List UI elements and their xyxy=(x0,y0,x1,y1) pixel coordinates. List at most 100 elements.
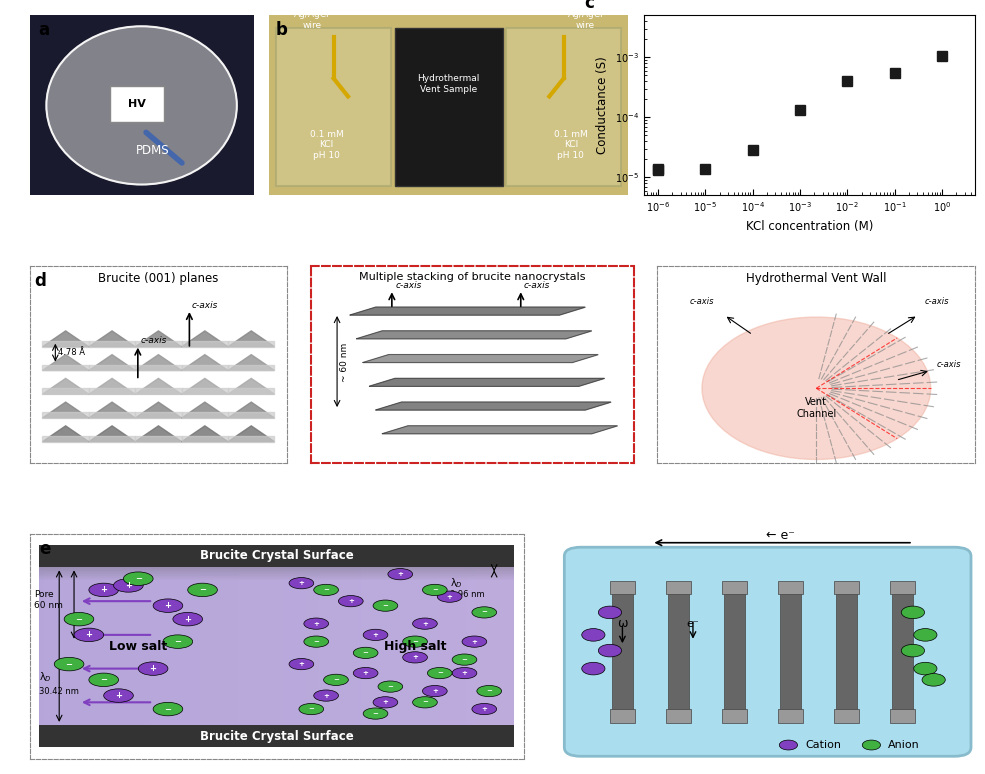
Text: +: + xyxy=(184,615,191,624)
Text: ← e⁻: ← e⁻ xyxy=(765,529,795,543)
Text: Anion: Anion xyxy=(888,740,920,750)
Circle shape xyxy=(89,673,118,687)
Circle shape xyxy=(314,584,339,595)
Circle shape xyxy=(901,644,925,657)
Text: 0.1 mM
KCl
pH 10: 0.1 mM KCl pH 10 xyxy=(309,130,344,160)
Text: c: c xyxy=(584,0,594,12)
Circle shape xyxy=(477,686,501,697)
Circle shape xyxy=(423,584,447,595)
Circle shape xyxy=(388,569,413,580)
Text: +: + xyxy=(348,598,354,604)
Polygon shape xyxy=(181,365,229,371)
Polygon shape xyxy=(42,402,89,418)
Circle shape xyxy=(188,583,218,597)
Circle shape xyxy=(64,612,94,626)
Polygon shape xyxy=(135,365,181,371)
Bar xyxy=(890,709,915,723)
Text: 4.78 Å: 4.78 Å xyxy=(58,348,85,357)
Polygon shape xyxy=(229,365,275,371)
Polygon shape xyxy=(89,389,135,394)
Text: −: − xyxy=(199,585,206,594)
Polygon shape xyxy=(135,331,181,347)
Circle shape xyxy=(113,579,143,592)
Circle shape xyxy=(403,652,427,663)
Text: c-axis: c-axis xyxy=(192,300,219,310)
Text: 0.1 mM
KCl
pH 10: 0.1 mM KCl pH 10 xyxy=(554,130,588,160)
Text: +: + xyxy=(298,580,304,586)
Text: −: − xyxy=(323,587,329,593)
Circle shape xyxy=(779,740,798,750)
Circle shape xyxy=(403,636,427,647)
Bar xyxy=(780,590,801,714)
Text: a: a xyxy=(38,21,49,39)
Polygon shape xyxy=(181,354,229,371)
Text: Pore: Pore xyxy=(34,590,54,599)
Polygon shape xyxy=(181,389,229,394)
Text: +: + xyxy=(164,601,171,610)
Circle shape xyxy=(862,740,881,750)
Circle shape xyxy=(173,612,203,626)
Polygon shape xyxy=(42,436,89,442)
Circle shape xyxy=(582,663,605,675)
Polygon shape xyxy=(42,389,89,394)
Polygon shape xyxy=(229,378,275,394)
Circle shape xyxy=(153,599,183,612)
Polygon shape xyxy=(89,436,135,442)
Polygon shape xyxy=(89,341,135,347)
Bar xyxy=(612,590,632,714)
Circle shape xyxy=(74,628,103,642)
Text: e⁻: e⁻ xyxy=(687,618,699,628)
Text: +: + xyxy=(431,688,437,694)
Text: λ$_D$: λ$_D$ xyxy=(450,577,462,590)
Circle shape xyxy=(437,591,462,602)
Polygon shape xyxy=(181,436,229,442)
Polygon shape xyxy=(135,354,181,371)
Polygon shape xyxy=(181,426,229,442)
Circle shape xyxy=(373,697,398,708)
Text: +: + xyxy=(372,632,378,638)
Circle shape xyxy=(413,618,437,629)
Text: Hydrothermal
Vent Sample: Hydrothermal Vent Sample xyxy=(418,74,480,94)
FancyBboxPatch shape xyxy=(110,86,164,122)
Circle shape xyxy=(413,697,437,708)
Text: Ag/AgCl
wire: Ag/AgCl wire xyxy=(567,11,603,30)
Polygon shape xyxy=(42,354,89,371)
Circle shape xyxy=(472,607,496,618)
Polygon shape xyxy=(42,365,89,371)
Circle shape xyxy=(54,657,84,671)
Text: +: + xyxy=(86,630,93,639)
Circle shape xyxy=(914,663,937,675)
Circle shape xyxy=(89,583,118,597)
Text: Cation: Cation xyxy=(805,740,841,750)
Text: +: + xyxy=(298,661,304,667)
Polygon shape xyxy=(229,389,275,394)
Text: ω: ω xyxy=(618,617,627,630)
Bar xyxy=(39,545,514,567)
Text: +: + xyxy=(150,664,157,673)
Circle shape xyxy=(324,674,349,686)
Text: Brucite Crystal Surface: Brucite Crystal Surface xyxy=(200,549,354,562)
Text: c-axis: c-axis xyxy=(937,360,961,369)
Polygon shape xyxy=(181,378,229,394)
Polygon shape xyxy=(181,402,229,418)
Text: −: − xyxy=(313,639,319,645)
Text: d: d xyxy=(34,272,46,289)
Text: c-axis: c-axis xyxy=(141,336,166,345)
Text: −: − xyxy=(487,688,492,694)
Bar xyxy=(890,581,915,594)
Text: b: b xyxy=(276,21,288,39)
Circle shape xyxy=(354,667,378,679)
Polygon shape xyxy=(181,412,229,418)
Text: −: − xyxy=(412,639,418,645)
Circle shape xyxy=(303,636,329,647)
Text: −: − xyxy=(422,700,427,705)
Polygon shape xyxy=(229,436,275,442)
Circle shape xyxy=(163,635,193,649)
Polygon shape xyxy=(369,378,605,386)
Polygon shape xyxy=(382,426,618,433)
Bar xyxy=(722,709,747,723)
Circle shape xyxy=(314,690,339,701)
Text: +: + xyxy=(125,581,132,590)
Polygon shape xyxy=(229,341,275,347)
Circle shape xyxy=(363,708,388,719)
